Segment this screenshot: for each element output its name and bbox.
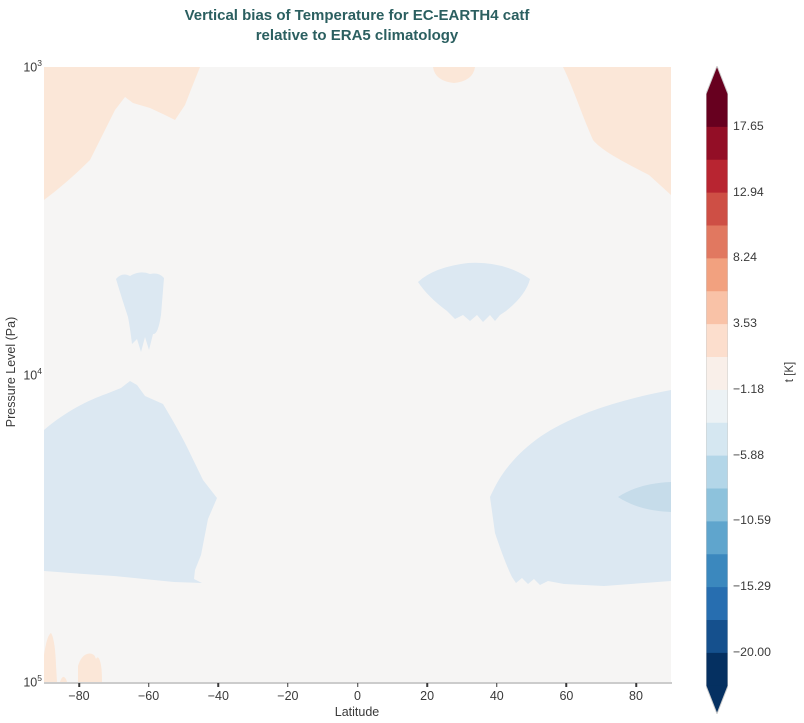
- x-tick-label: 80: [629, 689, 643, 703]
- colorbar-segment: [706, 192, 728, 226]
- contour-region-antarctic-stratosphere-warm: [44, 67, 200, 200]
- x-tick-mark: [147, 683, 150, 687]
- contour-region-antarctic-surface-warm-dot: [60, 676, 67, 682]
- colorbar-segment: [706, 455, 728, 489]
- colorbar-segment: [706, 357, 728, 391]
- contour-region-antarctic-surface-warm-spike: [44, 633, 57, 682]
- figure-title-line1: Vertical bias of Temperature for EC-EART…: [184, 7, 530, 24]
- figure-title: Vertical bias of Temperature for EC-EART…: [185, 6, 530, 45]
- contour-region-arctic-stratosphere-warm: [563, 67, 671, 195]
- contour-region-subtropical-mid-strat-cool-lens: [418, 262, 530, 322]
- y-tick-label: 103: [23, 58, 42, 75]
- x-tick-label: −20: [277, 689, 299, 703]
- colorbar: [705, 64, 729, 716]
- y-tick-label: 105: [23, 673, 42, 690]
- x-tick-mark: [78, 683, 80, 687]
- colorbar-tick-label: 8.24: [733, 250, 757, 265]
- x-tick-label: 0: [354, 689, 361, 703]
- x-tick-mark: [496, 683, 498, 687]
- figure-title-line2: relative to ERA5 climatology: [255, 26, 459, 44]
- colorbar-segment: [706, 554, 728, 588]
- colorbar-segment: [706, 521, 728, 555]
- colorbar-segment: [706, 620, 728, 654]
- colorbar-tick-label: −15.29: [733, 579, 771, 594]
- colorbar-segment: [706, 258, 728, 292]
- plot-area: [44, 67, 671, 682]
- y-tick-label: 104: [23, 365, 42, 382]
- x-tick-label: 40: [489, 689, 504, 703]
- colorbar-tick-label: −10.59: [733, 513, 771, 528]
- x-tick-mark: [217, 683, 220, 687]
- colorbar-segment: [706, 389, 728, 424]
- colorbar-segment: [706, 291, 728, 325]
- colorbar-segment: [706, 324, 728, 358]
- x-tick-label: −40: [207, 689, 229, 703]
- colorbar-segment: [706, 159, 728, 194]
- colorbar-svg: [705, 64, 729, 716]
- contour-region-southern-troposphere-cool: [44, 381, 217, 583]
- contour-plot-svg: [44, 67, 671, 682]
- colorbar-tick-label: −5.88: [733, 447, 765, 462]
- colorbar-segment: [706, 126, 728, 161]
- x-tick-mark: [565, 683, 568, 687]
- colorbar-segment: [706, 422, 728, 457]
- colorbar-segment: [706, 652, 728, 687]
- contour-region-tropical-stratosphere-warm-bump: [433, 67, 475, 83]
- x-tick-label: −60: [137, 689, 160, 703]
- x-tick-mark: [426, 683, 428, 687]
- x-tick-mark: [356, 683, 359, 687]
- contour-region-arctic-troposphere-cool-core: [618, 482, 671, 512]
- x-axis-line: [44, 682, 672, 684]
- contour-region-antarctic-surface-warm-blob: [78, 653, 102, 682]
- colorbar-under-arrow: [706, 685, 728, 714]
- colorbar-tick-label: 17.65: [733, 118, 764, 133]
- colorbar-over-arrow: [706, 66, 728, 94]
- colorbar-segment: [706, 94, 728, 128]
- colorbar-tick-label: 12.94: [733, 184, 764, 199]
- colorbar-tick-label: −1.18: [733, 381, 765, 396]
- colorbar-segment: [706, 587, 728, 621]
- contour-region-antarctic-mid-strat-cool: [116, 272, 164, 352]
- colorbar-segment: [706, 225, 728, 259]
- colorbar-segment: [706, 488, 728, 522]
- x-axis-label: Latitude: [334, 705, 380, 719]
- x-tick-mark: [635, 683, 637, 687]
- x-tick-label: 60: [559, 689, 574, 703]
- contour-region-northern-troposphere-cool: [490, 390, 671, 586]
- colorbar-tick-label: −20.00: [733, 644, 771, 659]
- x-tick-label: 20: [420, 689, 435, 703]
- colorbar-label: t [K]: [784, 361, 796, 383]
- colorbar-tick-label: 3.53: [733, 316, 757, 331]
- x-tick-label: −80: [68, 689, 90, 703]
- x-tick-mark: [287, 683, 289, 687]
